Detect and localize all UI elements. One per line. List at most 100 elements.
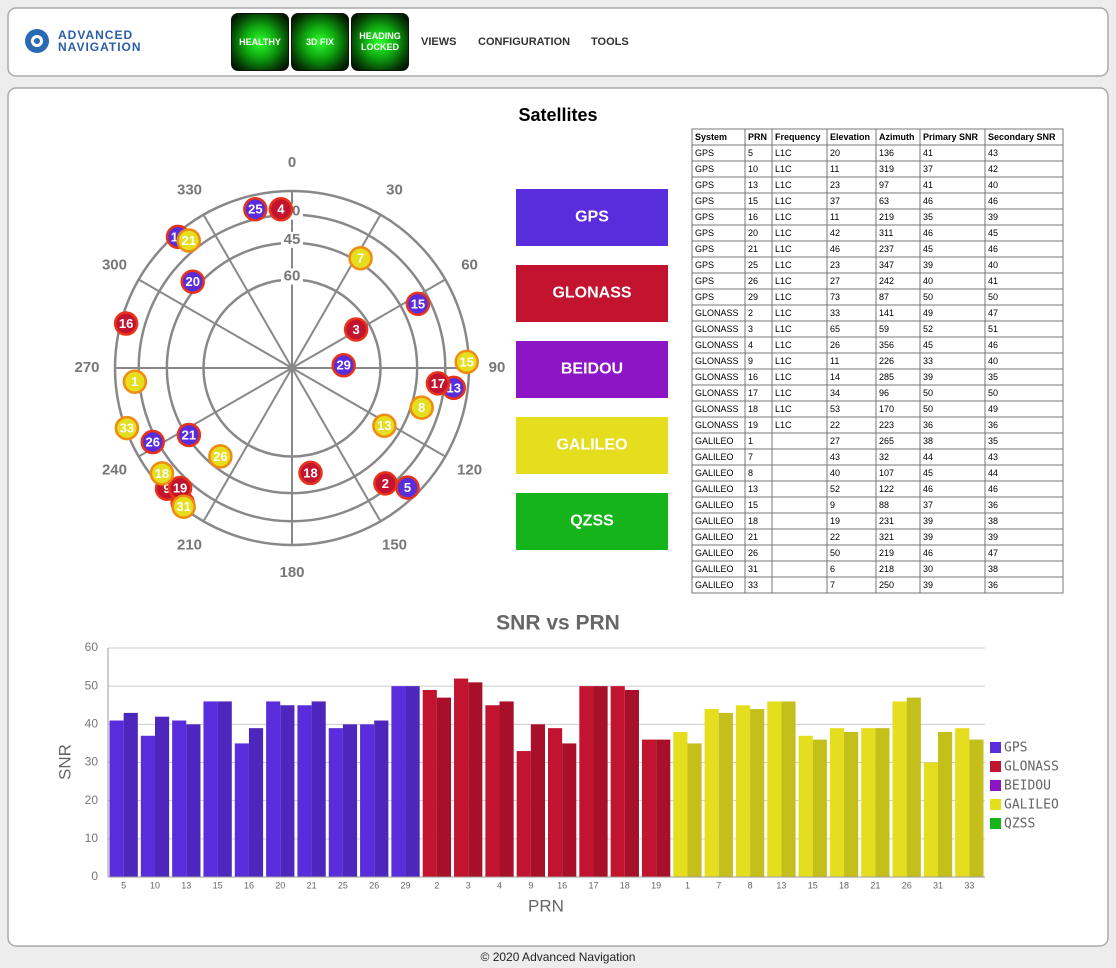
system-button-label[interactable]: BEIDOU	[561, 361, 623, 378]
table-text: L1C	[775, 148, 792, 158]
table-text: 45	[988, 228, 998, 238]
x-tick-label: 29	[401, 880, 411, 890]
table-text: 14	[830, 372, 840, 382]
table-text: 49	[923, 308, 933, 318]
table-text: 37	[923, 500, 933, 510]
satellite-marker	[113, 311, 139, 336]
nav-item[interactable]: VIEWS	[421, 36, 456, 48]
table-text: 35	[923, 212, 933, 222]
bar	[955, 728, 970, 877]
table-text: 40	[830, 468, 840, 478]
table-text: 15	[748, 500, 758, 510]
system-button[interactable]	[516, 265, 668, 322]
system-button[interactable]	[516, 417, 668, 474]
table-text: 11	[830, 356, 839, 366]
table-text: 20	[830, 148, 840, 158]
x-tick-label: 10	[150, 880, 160, 890]
table-text: 223	[879, 420, 894, 430]
bar	[248, 728, 264, 877]
table-text: 22	[830, 532, 840, 542]
table-text: 242	[879, 276, 894, 286]
satellite-prn: 26	[146, 434, 160, 449]
table-text: 219	[879, 548, 894, 558]
table-text: 321	[879, 532, 894, 542]
status-indicator[interactable]: HEALTHY	[231, 13, 289, 71]
satellite-prn: 21	[182, 427, 196, 442]
table-cell	[771, 576, 828, 594]
table-text: 37	[830, 196, 840, 206]
table-text: 36	[923, 420, 933, 430]
table-text: 46	[988, 244, 998, 254]
bar	[311, 701, 326, 877]
table-text: 8	[748, 468, 753, 478]
table-text: 15	[748, 196, 758, 206]
system-button-label[interactable]: QZSS	[570, 513, 614, 530]
table-header: Frequency	[775, 132, 821, 142]
azimuth-spoke	[202, 214, 293, 369]
table-text: 311	[879, 228, 893, 238]
table-text: 285	[879, 372, 894, 382]
table-text: L1C	[775, 260, 792, 270]
bar	[360, 724, 375, 877]
table-text: GALILEO	[695, 516, 734, 526]
table-text: GPS	[695, 276, 714, 286]
x-tick-label: 16	[557, 880, 567, 890]
table-text: GALILEO	[695, 564, 734, 574]
azimuth-label: 90	[489, 359, 506, 376]
satellite-marker	[373, 471, 398, 496]
table-text: 250	[879, 580, 894, 590]
table-text: 53	[830, 404, 840, 414]
system-button[interactable]	[516, 189, 668, 246]
table-text: 319	[879, 164, 894, 174]
table-text: 46	[923, 484, 933, 494]
system-button[interactable]	[516, 341, 668, 398]
table-text: 41	[988, 276, 998, 286]
nav-item[interactable]: CONFIGURATION	[478, 36, 570, 48]
azimuth-label: 0	[288, 154, 296, 171]
table-text: 39	[923, 516, 933, 526]
bar	[687, 743, 702, 877]
table-text: 39	[923, 532, 933, 542]
table-cell	[771, 496, 828, 514]
y-tick-label: 30	[85, 755, 99, 769]
table-text: L1C	[775, 404, 792, 414]
table-text: 42	[830, 228, 840, 238]
table-text: GLONASS	[695, 340, 739, 350]
system-button-label[interactable]: GPS	[575, 209, 609, 226]
table-text: 63	[879, 196, 889, 206]
table-text: 27	[830, 436, 840, 446]
y-tick-label: 0	[91, 869, 98, 883]
legend-swatch	[990, 818, 1001, 829]
table-text: 34	[830, 388, 840, 398]
table-text: 1	[748, 436, 753, 446]
table-text: 19	[830, 516, 840, 526]
table-text: L1C	[775, 228, 792, 238]
bar	[217, 701, 232, 877]
table-text: 13	[748, 484, 758, 494]
x-tick-label: 21	[870, 880, 880, 890]
nav-item[interactable]: TOOLS	[591, 36, 629, 48]
table-text: 46	[988, 196, 998, 206]
table-text: GALILEO	[695, 452, 734, 462]
table-text: 39	[923, 260, 933, 270]
x-tick-label: 13	[776, 880, 786, 890]
x-tick-label: 5	[121, 880, 126, 890]
status-indicator[interactable]: 3D FIX	[291, 13, 349, 71]
satellite-marker	[268, 197, 294, 222]
table-text: 37	[923, 164, 933, 174]
status-indicator[interactable]: HEADING LOCKED	[351, 13, 409, 71]
y-axis-label: SNR	[55, 744, 74, 780]
system-button[interactable]	[516, 493, 668, 550]
system-button-label[interactable]: GLONASS	[552, 285, 631, 302]
table-cell	[771, 448, 828, 466]
bar	[610, 686, 625, 877]
x-tick-label: 18	[839, 880, 849, 890]
legend-label: QZSS	[1004, 817, 1035, 832]
bar	[781, 701, 796, 877]
table-text: 42	[988, 164, 998, 174]
x-tick-label: 26	[902, 880, 912, 890]
system-button-label[interactable]: GALILEO	[556, 437, 627, 454]
azimuth-label: 120	[457, 461, 482, 478]
table-text: 50	[830, 548, 840, 558]
azimuth-label: 150	[382, 537, 407, 554]
